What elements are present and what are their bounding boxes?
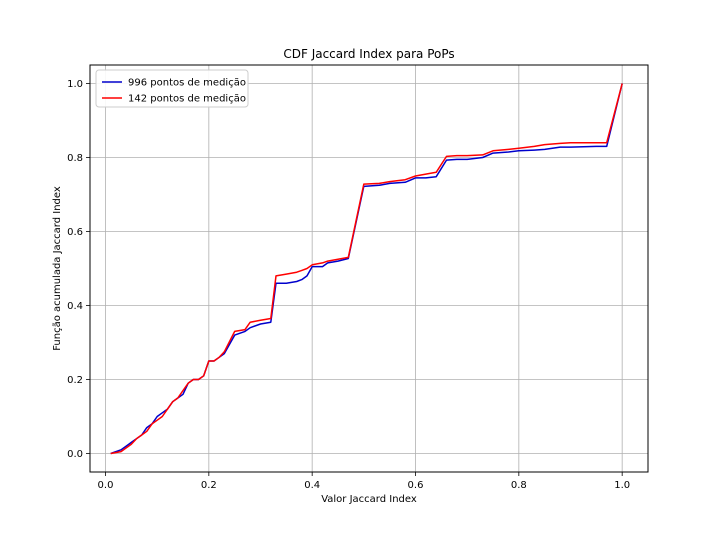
legend-label-1: 142 pontos de medição <box>128 94 246 105</box>
y-tick-label: 0.6 <box>67 227 83 238</box>
x-tick-label: 0.4 <box>304 480 320 491</box>
x-axis-ticks: 0.0 0.2 0.4 0.6 0.8 1.0 <box>98 472 630 491</box>
chart-title: CDF Jaccard Index para PoPs <box>283 47 454 61</box>
grid <box>90 65 648 472</box>
y-axis-title: Função acumulada Jaccard Index <box>52 186 63 351</box>
series-line-0 <box>110 83 623 455</box>
x-tick-label: 0.0 <box>98 480 114 491</box>
x-tick-label: 0.2 <box>201 480 217 491</box>
legend: 996 pontos de medição 142 pontos de mediç… <box>95 69 249 108</box>
y-tick-label: 1.0 <box>67 79 83 90</box>
series-line-1 <box>110 83 623 455</box>
x-tick-label: 0.8 <box>511 480 527 491</box>
series-layer <box>110 83 623 455</box>
x-axis-title: Valor Jaccard Index <box>321 494 417 505</box>
y-tick-label: 0.4 <box>67 301 83 312</box>
plot-frame <box>89 64 649 473</box>
x-tick-label: 1.0 <box>614 480 630 491</box>
legend-box <box>95 69 249 108</box>
y-tick-label: 0.8 <box>67 153 83 164</box>
legend-label-0: 996 pontos de medição <box>128 78 246 89</box>
x-tick-label: 0.6 <box>408 480 424 491</box>
y-tick-label: 0.0 <box>67 449 83 460</box>
y-tick-label: 0.2 <box>67 375 83 386</box>
y-axis-ticks: 0.0 0.2 0.4 0.6 0.8 1.0 <box>67 79 90 460</box>
